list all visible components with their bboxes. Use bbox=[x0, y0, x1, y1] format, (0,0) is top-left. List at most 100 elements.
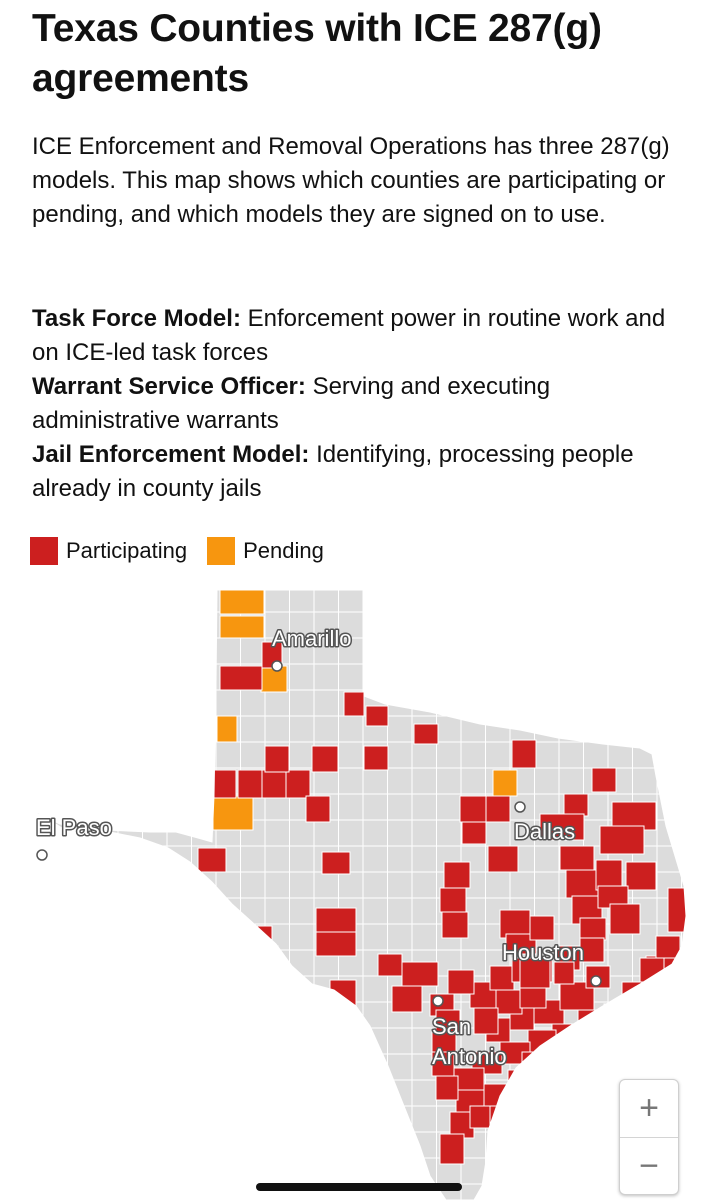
county bbox=[583, 637, 609, 665]
county bbox=[485, 1157, 511, 1185]
county bbox=[632, 715, 658, 743]
county bbox=[534, 741, 560, 769]
county bbox=[583, 1105, 609, 1133]
county bbox=[34, 715, 45, 743]
county bbox=[215, 897, 241, 925]
county bbox=[117, 845, 143, 873]
county bbox=[656, 1027, 682, 1055]
county-participating bbox=[489, 965, 515, 991]
county bbox=[68, 611, 94, 639]
county bbox=[387, 1105, 413, 1133]
county bbox=[68, 1105, 94, 1133]
city-marker-icon bbox=[590, 975, 602, 987]
county bbox=[289, 1079, 315, 1107]
county bbox=[289, 1001, 315, 1029]
county bbox=[117, 897, 143, 925]
model-jail-enforcement: Jail Enforcement Model: Identifying, pro… bbox=[32, 438, 692, 506]
county-participating bbox=[529, 915, 555, 941]
county bbox=[558, 1079, 584, 1107]
county bbox=[34, 611, 45, 639]
county bbox=[117, 1183, 143, 1200]
zoom-out-button[interactable]: − bbox=[639, 1147, 659, 1185]
county bbox=[338, 663, 364, 691]
county bbox=[632, 637, 658, 665]
county bbox=[583, 689, 609, 717]
county bbox=[142, 1183, 168, 1200]
texas-county-map[interactable]: Amarillo El Paso Dallas Houston San Anto… bbox=[0, 586, 716, 1200]
county bbox=[166, 741, 192, 769]
county bbox=[534, 663, 560, 691]
county bbox=[313, 871, 339, 899]
county bbox=[93, 1105, 119, 1133]
county-participating bbox=[315, 907, 357, 935]
county bbox=[191, 923, 217, 951]
city-san-antonio: San Antonio bbox=[431, 995, 508, 1071]
county-participating bbox=[264, 745, 290, 773]
county bbox=[583, 1027, 609, 1055]
county bbox=[142, 689, 168, 717]
county bbox=[289, 871, 315, 899]
county bbox=[583, 1157, 609, 1185]
county bbox=[240, 1027, 266, 1055]
county-pending bbox=[219, 590, 265, 615]
county-participating bbox=[595, 859, 623, 891]
county bbox=[509, 611, 535, 639]
county bbox=[68, 637, 94, 665]
county bbox=[681, 689, 686, 717]
county bbox=[44, 741, 70, 769]
county bbox=[387, 793, 413, 821]
county bbox=[387, 845, 413, 873]
county bbox=[583, 590, 609, 613]
intro-text: ICE Enforcement and Removal Operations h… bbox=[32, 133, 670, 228]
county-participating bbox=[563, 793, 589, 817]
county bbox=[460, 611, 486, 639]
county bbox=[215, 1053, 241, 1081]
county bbox=[166, 715, 192, 743]
zoom-in-button[interactable]: + bbox=[639, 1089, 659, 1127]
county bbox=[387, 590, 413, 613]
county bbox=[166, 1053, 192, 1081]
home-indicator[interactable] bbox=[256, 1183, 462, 1191]
county bbox=[44, 871, 70, 899]
county bbox=[534, 1183, 560, 1200]
county bbox=[460, 663, 486, 691]
county bbox=[264, 1105, 290, 1133]
county bbox=[142, 897, 168, 925]
county bbox=[34, 590, 45, 613]
county bbox=[166, 1079, 192, 1107]
county bbox=[142, 1027, 168, 1055]
county bbox=[117, 1131, 143, 1159]
county bbox=[534, 767, 560, 795]
county-participating bbox=[401, 961, 439, 987]
county bbox=[558, 1183, 584, 1200]
county bbox=[534, 689, 560, 717]
county bbox=[68, 590, 94, 613]
county bbox=[289, 637, 315, 665]
county bbox=[387, 1079, 413, 1107]
county-participating bbox=[439, 1133, 465, 1165]
county bbox=[93, 845, 119, 873]
county bbox=[436, 741, 462, 769]
city-houston: Houston bbox=[501, 939, 602, 987]
county bbox=[44, 767, 70, 795]
county-participating bbox=[461, 821, 487, 845]
county bbox=[338, 715, 364, 743]
county bbox=[142, 715, 168, 743]
county bbox=[411, 741, 437, 769]
county-participating bbox=[285, 769, 311, 799]
county bbox=[166, 975, 192, 1003]
county bbox=[68, 975, 94, 1003]
county bbox=[191, 1131, 217, 1159]
county bbox=[215, 1079, 241, 1107]
county bbox=[191, 975, 217, 1003]
county bbox=[215, 923, 241, 951]
county bbox=[264, 1027, 290, 1055]
county bbox=[387, 819, 413, 847]
county bbox=[264, 1079, 290, 1107]
county bbox=[681, 871, 686, 899]
county-grid bbox=[34, 590, 686, 1200]
county bbox=[93, 663, 119, 691]
county bbox=[142, 819, 168, 847]
county bbox=[44, 637, 70, 665]
county bbox=[68, 715, 94, 743]
